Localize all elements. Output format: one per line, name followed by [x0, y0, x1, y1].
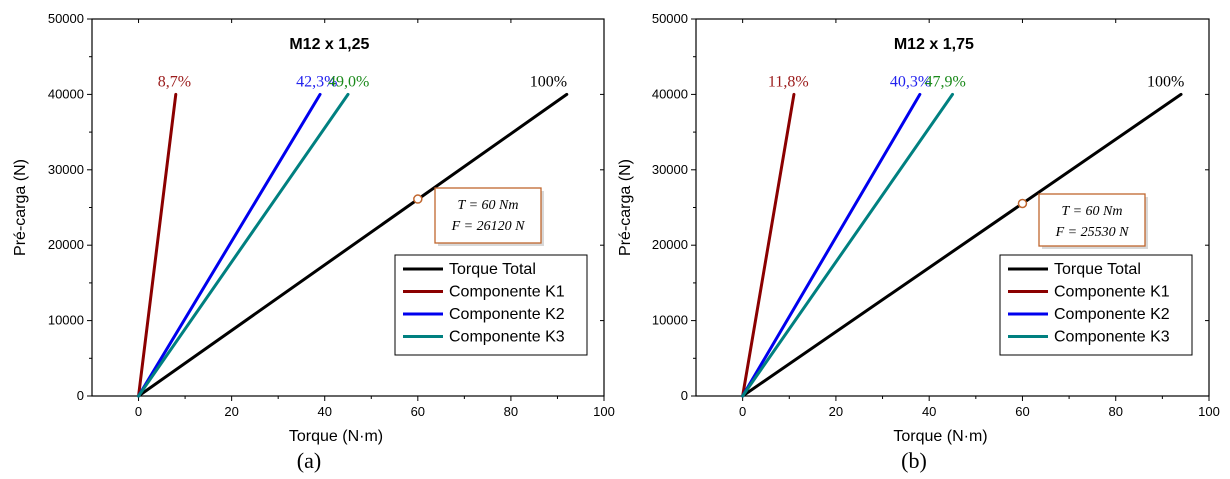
chart-title: M12 x 1,75: [894, 36, 974, 53]
x-tick-label: 80: [1108, 404, 1122, 419]
series-line-componente-k2: [137, 92, 322, 398]
y-axis-label: Pré-carga (N): [617, 159, 634, 256]
x-axis-label: Torque (N·m): [289, 428, 383, 445]
legend-entry-componente-k3: Componente K3: [449, 329, 565, 346]
series-end-label-componente-k1: 11,8%: [768, 73, 809, 90]
legend-entry-componente-k3: Componente K3: [1054, 329, 1170, 346]
chart-panel-b: 0 10000 20000 30000 40000 50000 0 20 40 60 80 100 To…: [617, 11, 1220, 473]
y-tick-label: 10000: [48, 313, 84, 328]
y-tick-label: 10000: [652, 313, 688, 328]
series-end-label-componente-k1: 8,7%: [158, 73, 191, 90]
legend-entry-componente-k1: Componente K1: [449, 284, 565, 301]
y-tick-label: 20000: [48, 237, 84, 252]
x-tick-label: 20: [829, 404, 843, 419]
panel-label: (a): [297, 448, 321, 473]
series-end-label-componente-k3: 49,0%: [328, 73, 369, 90]
x-tick-label: 100: [1198, 404, 1220, 419]
annotation-torque: T = 60 Nm: [458, 198, 519, 213]
y-tick-label: 0: [681, 388, 688, 403]
series-end-label-componente-k2: 42,3%: [296, 73, 337, 90]
x-tick-label: 40: [922, 404, 936, 419]
legend-entry-componente-k1: Componente K1: [1054, 284, 1170, 301]
x-tick-label: 60: [1015, 404, 1029, 419]
legend-entry-componente-k2: Componente K2: [1054, 306, 1170, 323]
x-tick-label: 0: [135, 404, 142, 419]
series-end-label-componente-k2: 40,3%: [890, 73, 931, 90]
series-end-label-componente-k3: 47,9%: [925, 73, 966, 90]
series-line-componente-k1: [137, 92, 178, 398]
legend-box: [999, 254, 1193, 356]
series-line-componente-k3: [137, 92, 350, 398]
legend-box: [394, 254, 588, 356]
series-line-componente-k1: [741, 92, 796, 398]
annotation-torque: T = 60 Nm: [1062, 204, 1123, 219]
x-tick-label: 60: [411, 404, 425, 419]
series-line-componente-k3: [741, 92, 954, 398]
x-tick-label: 80: [504, 404, 518, 419]
series-line-componente-k2: [741, 92, 922, 398]
annotation-marker: [1017, 198, 1028, 209]
chart-title: M12 x 1,25: [289, 36, 369, 53]
x-tick-label: 100: [593, 404, 615, 419]
series-line-torque-total: [137, 92, 569, 398]
x-tick-label: 40: [317, 404, 331, 419]
annotation-force: F = 25530 N: [1055, 225, 1129, 240]
annotation-box: [1038, 193, 1146, 247]
y-tick-label: 20000: [652, 237, 688, 252]
y-tick-label: 30000: [48, 162, 84, 177]
annotation-force: F = 26120 N: [451, 219, 525, 234]
series-line-torque-total: [741, 92, 1183, 398]
x-tick-label: 0: [739, 404, 746, 419]
x-axis-label: Torque (N·m): [893, 428, 987, 445]
series-end-label-torque-total: 100%: [1147, 73, 1184, 90]
series-end-label-torque-total: 100%: [530, 73, 567, 90]
legend-entry-componente-k2: Componente K2: [449, 306, 565, 323]
y-tick-label: 30000: [652, 162, 688, 177]
y-tick-label: 50000: [48, 11, 84, 26]
annotation-marker: [413, 194, 423, 204]
y-axis-label: Pré-carga (N): [12, 159, 29, 256]
y-tick-label: 40000: [48, 86, 84, 101]
panel-label: (b): [901, 448, 927, 473]
legend-entry-torque-total: Torque Total: [1054, 261, 1141, 278]
y-tick-label: 40000: [652, 86, 688, 101]
annotation-box: [434, 187, 542, 244]
x-tick-label: 20: [224, 404, 238, 419]
chart-panel-a: 0 10000 20000 30000 40000 50000 0 20 40 60 80 100 To…: [12, 11, 615, 473]
legend-entry-torque-total: Torque Total: [449, 261, 536, 278]
y-tick-label: 50000: [652, 11, 688, 26]
y-tick-label: 0: [77, 388, 84, 403]
